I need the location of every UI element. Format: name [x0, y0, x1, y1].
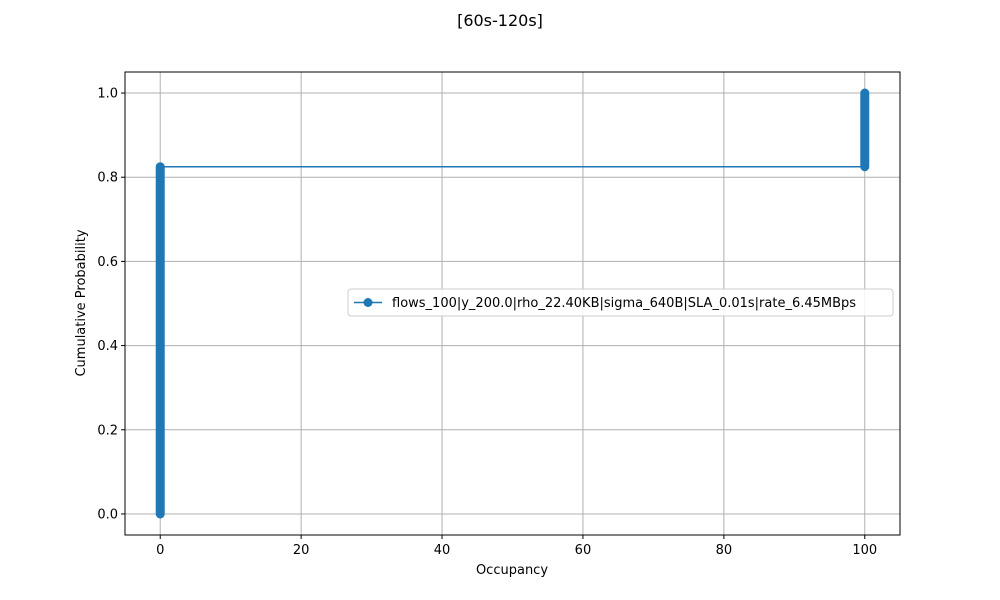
y-tick-label: 0.0: [97, 507, 118, 522]
y-tick-label: 0.6: [97, 255, 118, 270]
legend-marker: [363, 298, 373, 307]
x-axis-label: Occupancy: [476, 563, 548, 578]
x-tick-label: 40: [434, 543, 451, 558]
x-tick-label: 100: [852, 543, 877, 558]
x-tick-label: 0: [156, 543, 164, 558]
x-tick-label: 80: [716, 543, 733, 558]
series-layer: [155, 88, 870, 519]
x-tick-label: 60: [575, 543, 592, 558]
legend-box: [347, 288, 894, 317]
legend-label: flows_100|y_200.0|rho_22.40KB|sigma_640B…: [392, 296, 856, 311]
y-tick-label: 1.0: [97, 87, 118, 102]
legend: flows_100|y_200.0|rho_22.40KB|sigma_640B…: [347, 288, 894, 317]
y-tick-label: 0.8: [97, 171, 118, 186]
x-tick-label: 20: [293, 543, 310, 558]
plot-frame: [124, 71, 901, 536]
chart-title: [60s-120s]: [457, 11, 543, 30]
tick-layer: 0 20 40 60 80 100 0.0 0.2 0.4 0.6 0.8 1.0: [97, 87, 877, 558]
y-tick-label: 0.4: [97, 339, 118, 354]
y-axis-label: Cumulative Probability: [74, 229, 89, 376]
y-tick-label: 0.2: [97, 423, 118, 438]
